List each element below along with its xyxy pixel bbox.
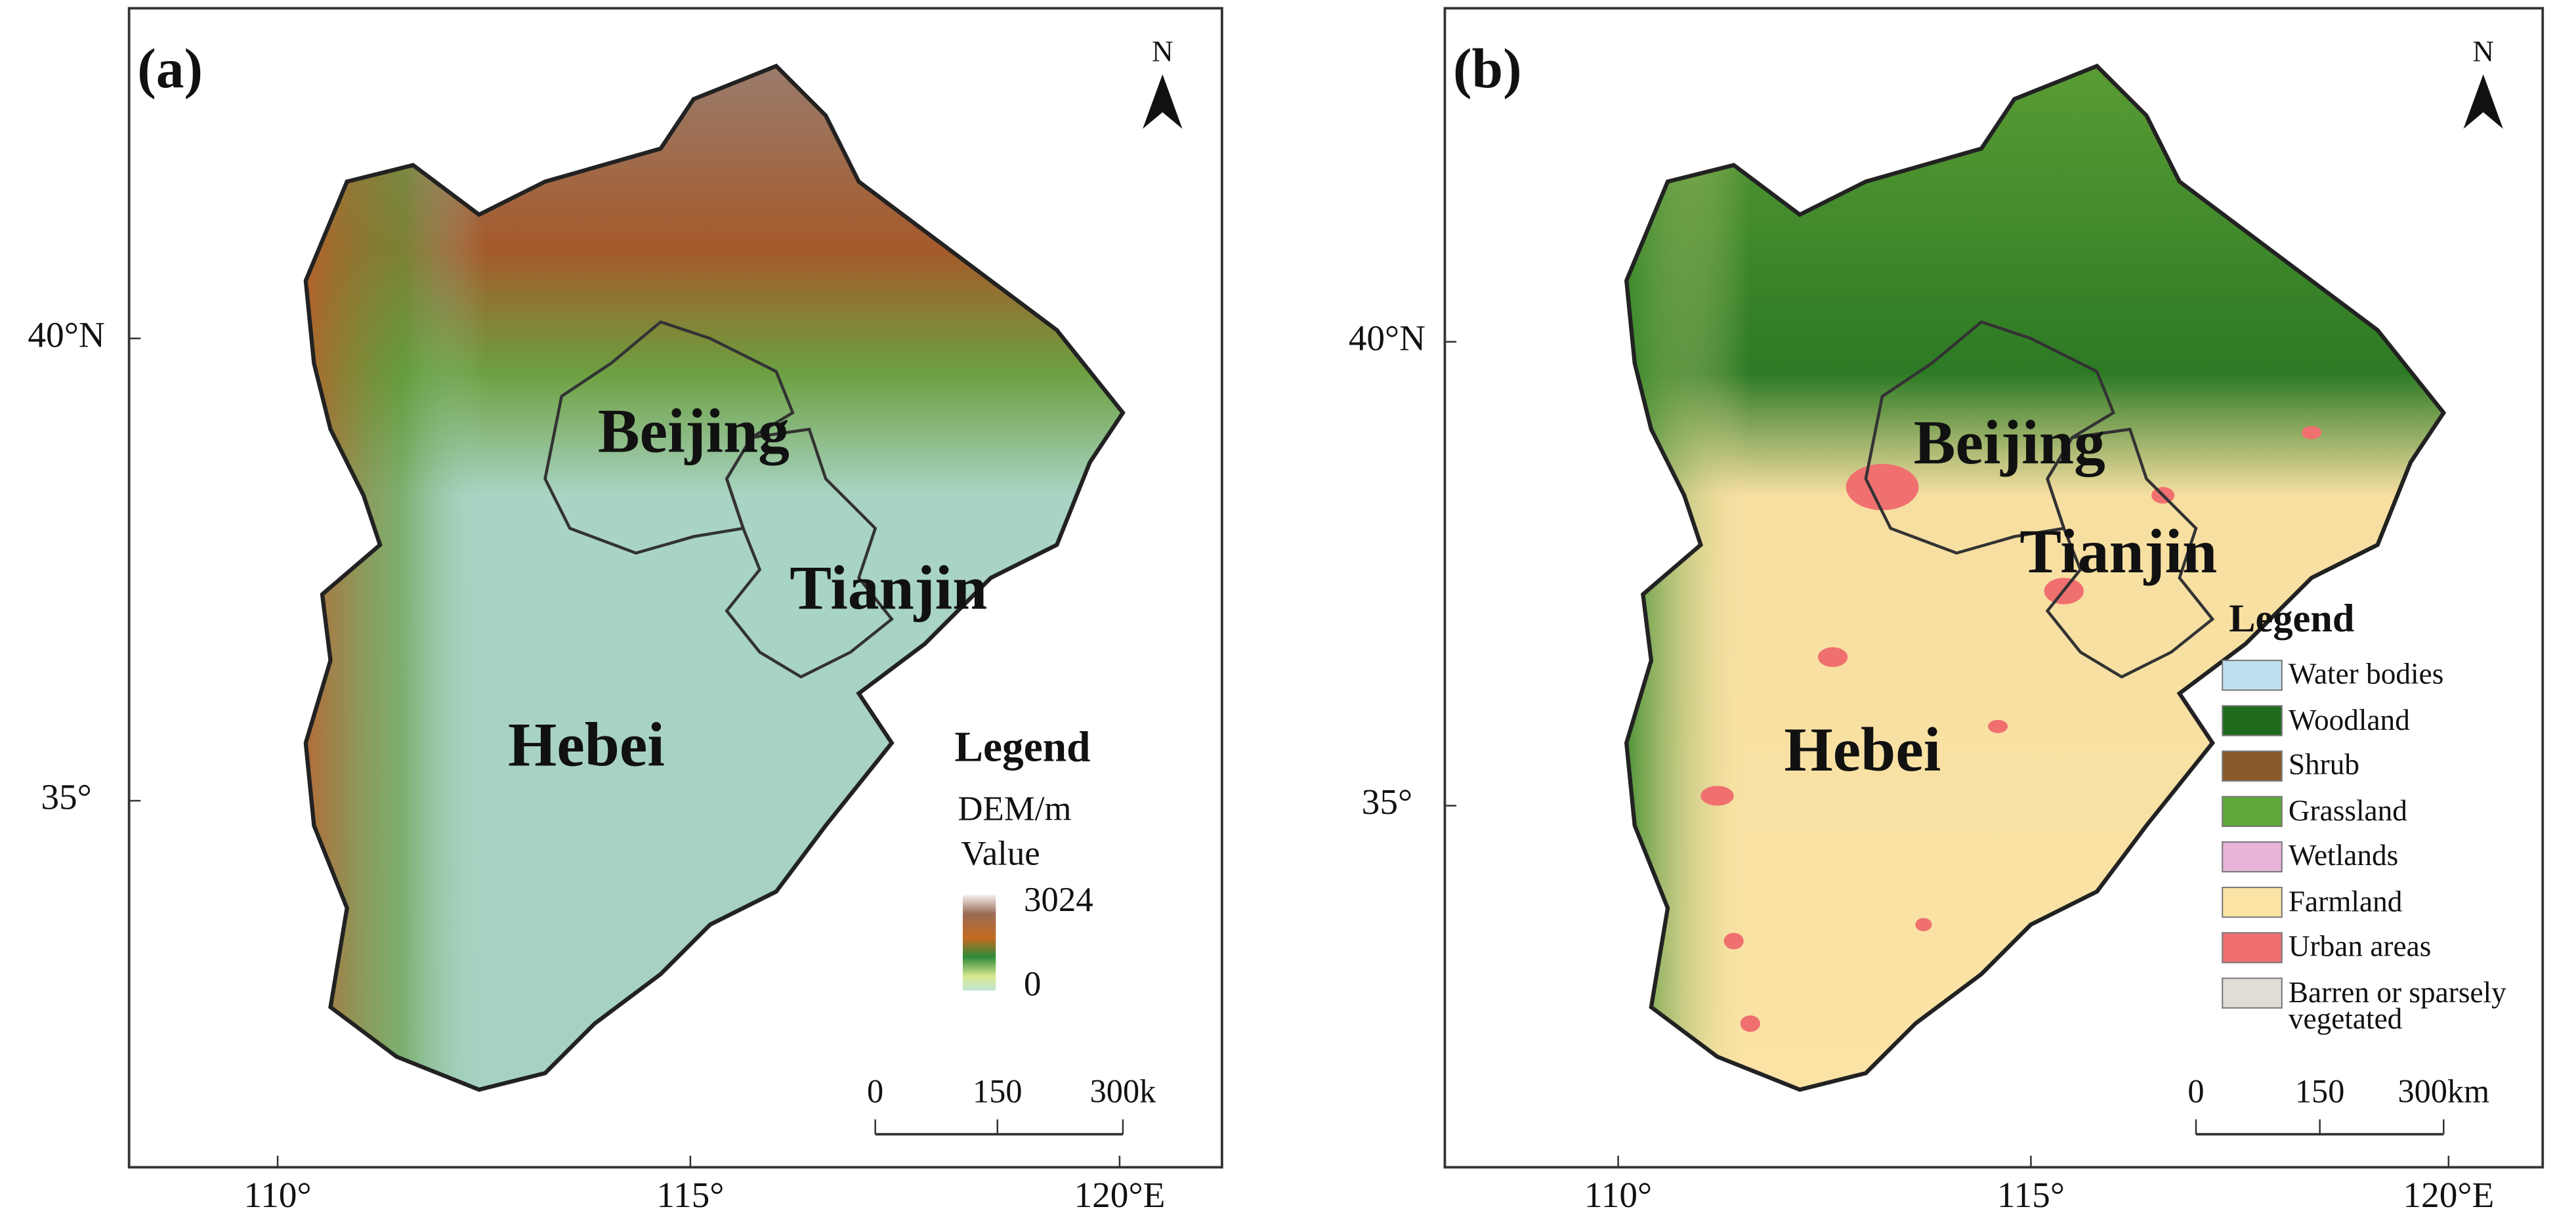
- map-panel: (b) N Beijing Tianjin Hebei 110° 115° 120°E 40°N…: [1349, 7, 2544, 1215]
- region-label: Hebei: [508, 710, 665, 779]
- region-label: Tianjin: [2019, 517, 2217, 586]
- legend-title: Legend: [2229, 597, 2354, 641]
- legend-label: Farmland: [2288, 887, 2403, 918]
- legend-label-box: Barren or sparsely vegetated: [2288, 978, 2506, 1034]
- scale-label: 0: [867, 1072, 883, 1109]
- legend-label: Grassland: [2288, 796, 2407, 826]
- ramp-max: 3024: [1024, 881, 1093, 919]
- map-panel: (a) N Beijing Tianjin Hebei 110° 115° 120°E 40°N…: [28, 7, 1223, 1215]
- legend-swatch: [2222, 841, 2283, 873]
- lat-label: 40°N: [1349, 318, 1425, 358]
- legend-label: Water bodies: [2288, 660, 2444, 690]
- legend-label: Urban areas: [2288, 933, 2432, 963]
- north-label: N: [1152, 35, 1173, 68]
- urban-patch: [1988, 719, 2008, 733]
- legend-swatch: [2222, 932, 2283, 964]
- province-border: [1624, 63, 2447, 1092]
- scale-label: 150: [2295, 1072, 2344, 1109]
- urban-patch: [1700, 786, 1734, 806]
- scale-label: 300k: [1090, 1072, 1156, 1109]
- legend-label-box: Shrub: [2288, 751, 2360, 781]
- urban-patch: [2301, 425, 2322, 440]
- legend-label-box: Urban areas: [2288, 933, 2432, 963]
- legend-swatch: [2222, 795, 2283, 827]
- legend-label: Shrub: [2288, 751, 2360, 781]
- legend-swatch: [2222, 750, 2283, 782]
- urban-patch: [1817, 647, 1848, 668]
- lon-label: 110°: [1584, 1175, 1652, 1215]
- legend-label-box: Wetlands: [2288, 841, 2399, 872]
- urban-patch: [1915, 918, 1932, 931]
- urban-patch: [1740, 1015, 1760, 1032]
- legend-label: Wetlands: [2288, 841, 2399, 872]
- lon-label: 115°: [1997, 1175, 2065, 1215]
- scale-label: 300km: [2397, 1072, 2489, 1109]
- panel-label: (a): [137, 38, 203, 100]
- legend-swatch: [2222, 705, 2283, 736]
- legend-swatch: [2222, 977, 2283, 1009]
- region-label: Beijing: [598, 396, 790, 466]
- urban-patch: [1846, 463, 1919, 511]
- color-ramp: [962, 895, 996, 991]
- scale-label: 150: [973, 1072, 1022, 1109]
- north-arrow: [1143, 74, 1183, 129]
- legend-label-box: Farmland: [2288, 887, 2403, 918]
- lat-label: 35°: [1362, 782, 1412, 822]
- urban-patch: [1723, 933, 1744, 950]
- relief-shade: [305, 66, 1123, 1090]
- legend-label: Woodland: [2288, 706, 2410, 736]
- region-label: Hebei: [1784, 715, 1941, 784]
- north-arrow: [2463, 74, 2503, 129]
- lon-label: 120°E: [1074, 1175, 1165, 1215]
- lon-label: 110°: [244, 1175, 312, 1215]
- relief-shade: [1626, 66, 2444, 1090]
- tianjin-border: [725, 427, 894, 679]
- lon-label: 115°: [656, 1175, 724, 1215]
- legend-swatch: [2222, 887, 2283, 918]
- panel-label: (b): [1453, 38, 1522, 100]
- legend-title: Legend: [954, 724, 1090, 771]
- lat-label: 40°N: [28, 314, 104, 354]
- province-border: [303, 63, 1126, 1092]
- north-label: N: [2472, 35, 2494, 68]
- lat-label: 35°: [41, 777, 91, 817]
- region-label: Tianjin: [790, 553, 987, 622]
- legend-subtitle: DEM/m: [958, 790, 1071, 828]
- tianjin-border: [2045, 427, 2215, 679]
- scale-label: 0: [2187, 1072, 2204, 1109]
- lon-label: 120°E: [2403, 1175, 2494, 1215]
- legend-label-box: Woodland: [2288, 706, 2410, 736]
- legend-label: Barren or sparsely vegetated: [2288, 978, 2506, 1034]
- legend-value-label: Value: [961, 835, 1040, 873]
- legend-swatch: [2222, 660, 2283, 691]
- legend-label-box: Grassland: [2288, 796, 2407, 826]
- legend-label-box: Water bodies: [2288, 660, 2444, 690]
- region-label: Beijing: [1914, 408, 2105, 477]
- ramp-min: 0: [1024, 965, 1041, 1003]
